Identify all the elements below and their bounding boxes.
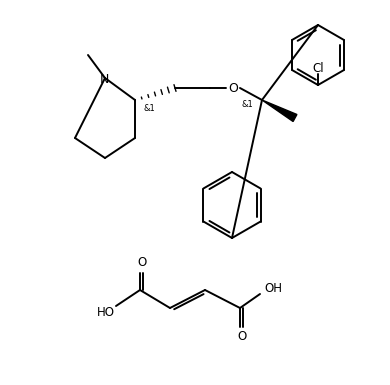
Text: Cl: Cl (312, 62, 324, 75)
Text: O: O (228, 82, 238, 94)
Polygon shape (262, 100, 297, 122)
Text: &1: &1 (143, 104, 155, 112)
Text: OH: OH (264, 281, 282, 295)
Text: O: O (137, 256, 147, 270)
Text: HO: HO (97, 306, 115, 318)
Text: N: N (99, 72, 109, 85)
Text: &1: &1 (241, 99, 253, 109)
Text: O: O (238, 330, 246, 343)
